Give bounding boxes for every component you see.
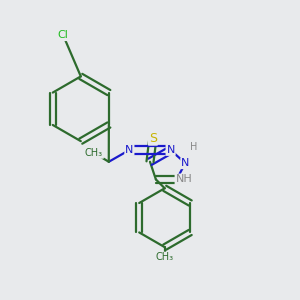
Text: H: H xyxy=(190,142,198,152)
Text: N: N xyxy=(125,145,134,155)
Text: N: N xyxy=(167,145,175,155)
Text: S: S xyxy=(149,132,157,145)
Text: CH₃: CH₃ xyxy=(156,253,174,262)
Text: N: N xyxy=(181,158,190,168)
Text: CH₃: CH₃ xyxy=(85,148,103,158)
Text: Cl: Cl xyxy=(58,30,69,40)
Text: NH: NH xyxy=(176,174,192,184)
